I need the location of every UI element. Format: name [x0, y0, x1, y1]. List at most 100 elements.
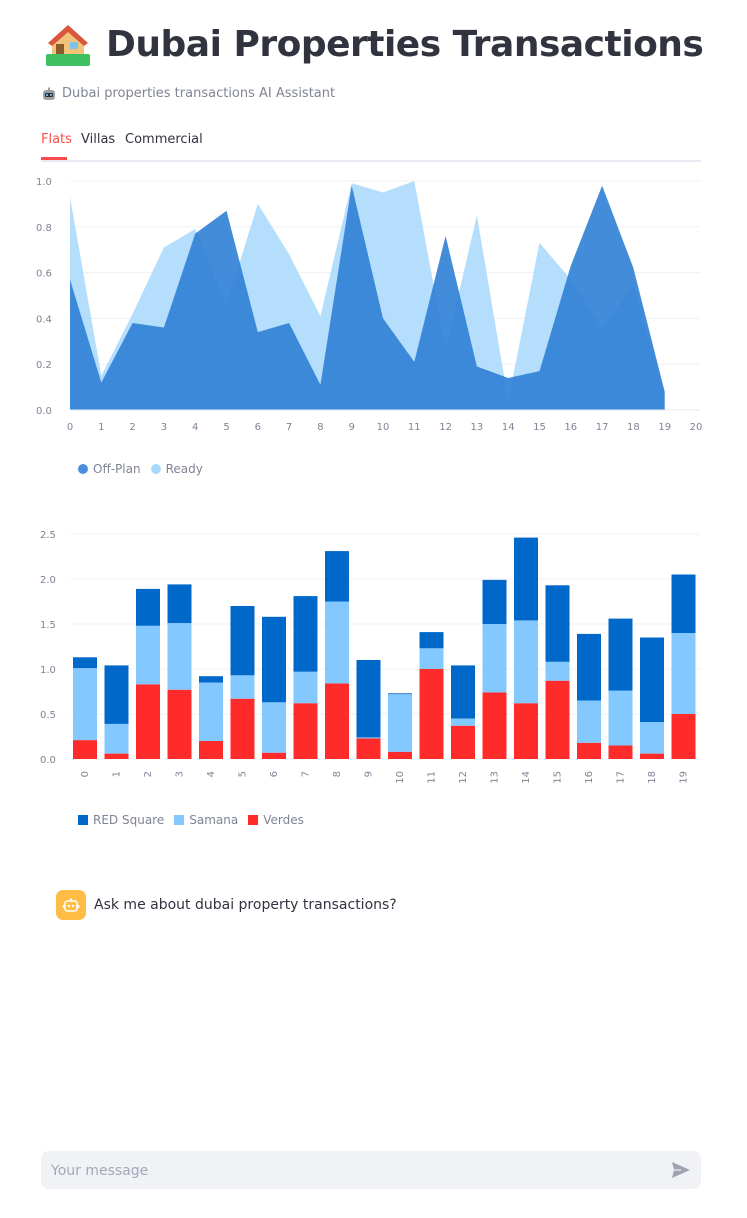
x-tick-label: 9: [349, 422, 355, 433]
legend-swatch-verdes: [248, 815, 259, 825]
bar-verdes: [167, 689, 192, 759]
y-tick-label: 0.0: [36, 406, 52, 417]
x-tick-label: 17: [596, 422, 609, 433]
bar-samana: [419, 648, 444, 669]
legend-swatch-offplan: [78, 464, 88, 474]
robot-emoji-icon: [43, 87, 55, 100]
active-tab-indicator: [41, 157, 67, 160]
x-tick-label: 19: [658, 422, 671, 433]
bar-chart-legend: RED Square Samana Verdes: [78, 813, 314, 827]
x-tick-label: 16: [584, 771, 595, 784]
y-tick-label: 1.5: [40, 620, 56, 631]
x-tick-label: 3: [161, 422, 167, 433]
bar-red-square: [640, 637, 664, 723]
assistant-message: Ask me about dubai property transactions…: [56, 890, 397, 920]
stacked-bar-chart: 0.00.51.01.52.02.50 1 2 3 4 5 6 7 8 9 10 11 12 13 14 15…: [40, 530, 700, 784]
tab-bar: Flats Villas Commercial: [41, 128, 701, 162]
bar-verdes: [230, 698, 255, 759]
bar-verdes: [419, 669, 444, 759]
bar-samana: [608, 690, 633, 746]
caption: Dubai properties transactions AI Assista…: [42, 86, 335, 101]
legend-swatch-ready: [150, 464, 161, 474]
bar-verdes: [388, 751, 412, 759]
bar-samana: [293, 671, 318, 704]
bar-red-square: [167, 584, 192, 624]
bar-red-square: [514, 537, 538, 621]
bar-verdes: [262, 752, 286, 759]
bar-samana: [199, 682, 223, 741]
page-header: Dubai Properties Transactions: [44, 20, 704, 68]
chat-message-input[interactable]: [49, 1151, 653, 1191]
y-tick-label: 0.5: [40, 710, 56, 721]
legend-item-samana[interactable]: Samana: [174, 813, 238, 827]
x-tick-label: 17: [616, 771, 627, 784]
bar-red-square: [325, 551, 349, 602]
x-tick-label: 12: [439, 422, 452, 433]
x-tick-label: 10: [395, 771, 406, 784]
bar-samana: [230, 675, 255, 699]
tab-flats[interactable]: Flats: [41, 132, 72, 147]
legend-swatch-samana: [174, 815, 185, 825]
legend-label-verdes: Verdes: [263, 813, 304, 827]
x-tick-label: 6: [255, 422, 261, 433]
bar-samana: [514, 620, 538, 704]
x-tick-label: 16: [564, 422, 577, 433]
bar-red-square: [608, 618, 633, 691]
bar-samana: [671, 633, 696, 714]
x-tick-label: 1: [112, 771, 123, 777]
bar-samana: [262, 702, 286, 753]
assistant-avatar: [56, 890, 86, 920]
area-series-off-plan: [70, 185, 665, 410]
x-tick-label: 13: [471, 422, 484, 433]
bar-samana: [482, 624, 507, 693]
robot-icon: [62, 898, 80, 912]
y-tick-label: 2.0: [40, 575, 56, 586]
bar-red-square: [262, 616, 286, 703]
bar-verdes: [482, 692, 507, 759]
legend-item-ready[interactable]: Ready: [150, 462, 203, 476]
area-chart: 0.00.20.40.60.81.00 1 2 3 4 5 6 7 8 9 10 11 12 13 14 15…: [36, 177, 703, 433]
bar-red-square: [577, 633, 601, 701]
y-tick-label: 2.5: [40, 530, 56, 541]
bar-samana: [577, 700, 601, 743]
bar-red-square: [293, 596, 318, 672]
page-title: Dubai Properties Transactions: [106, 23, 704, 65]
tab-villas[interactable]: Villas: [81, 132, 116, 147]
x-tick-label: 10: [377, 422, 390, 433]
bar-samana: [356, 737, 381, 739]
legend-item-red-square[interactable]: RED Square: [78, 813, 164, 827]
legend-label-samana: Samana: [189, 813, 239, 827]
x-tick-label: 11: [408, 422, 421, 433]
bar-samana: [388, 694, 412, 752]
bar-verdes: [356, 738, 381, 759]
x-tick-label: 18: [647, 771, 658, 784]
bar-verdes: [577, 742, 601, 759]
x-tick-label: 15: [553, 771, 564, 784]
x-tick-label: 4: [206, 771, 217, 777]
bar-red-square: [451, 665, 475, 719]
send-icon[interactable]: [671, 1161, 691, 1179]
legend-item-verdes[interactable]: Verdes: [248, 813, 304, 827]
bar-red-square: [136, 588, 160, 626]
bar-verdes: [293, 703, 318, 759]
x-tick-label: 0: [67, 422, 73, 433]
legend-label-ready: Ready: [165, 462, 203, 476]
bar-verdes: [640, 753, 664, 759]
caption-text: Dubai properties transactions AI Assista…: [62, 86, 336, 101]
bar-verdes: [451, 725, 475, 759]
x-tick-label: 13: [490, 771, 501, 784]
bar-red-square: [388, 693, 412, 695]
tab-commercial[interactable]: Commercial: [125, 132, 203, 147]
x-tick-label: 5: [238, 771, 249, 777]
chat-input-container: [41, 1151, 701, 1191]
x-tick-label: 20: [690, 422, 703, 433]
bar-samana: [325, 601, 349, 684]
bar-verdes: [104, 753, 129, 759]
legend-label-offplan: Off-Plan: [93, 462, 141, 476]
y-tick-label: 0.6: [36, 269, 52, 280]
bar-samana: [640, 722, 664, 754]
y-tick-label: 0.8: [36, 223, 52, 234]
legend-item-offplan[interactable]: Off-Plan: [78, 462, 141, 476]
bar-red-square: [356, 660, 381, 738]
y-tick-label: 0.4: [36, 314, 52, 325]
